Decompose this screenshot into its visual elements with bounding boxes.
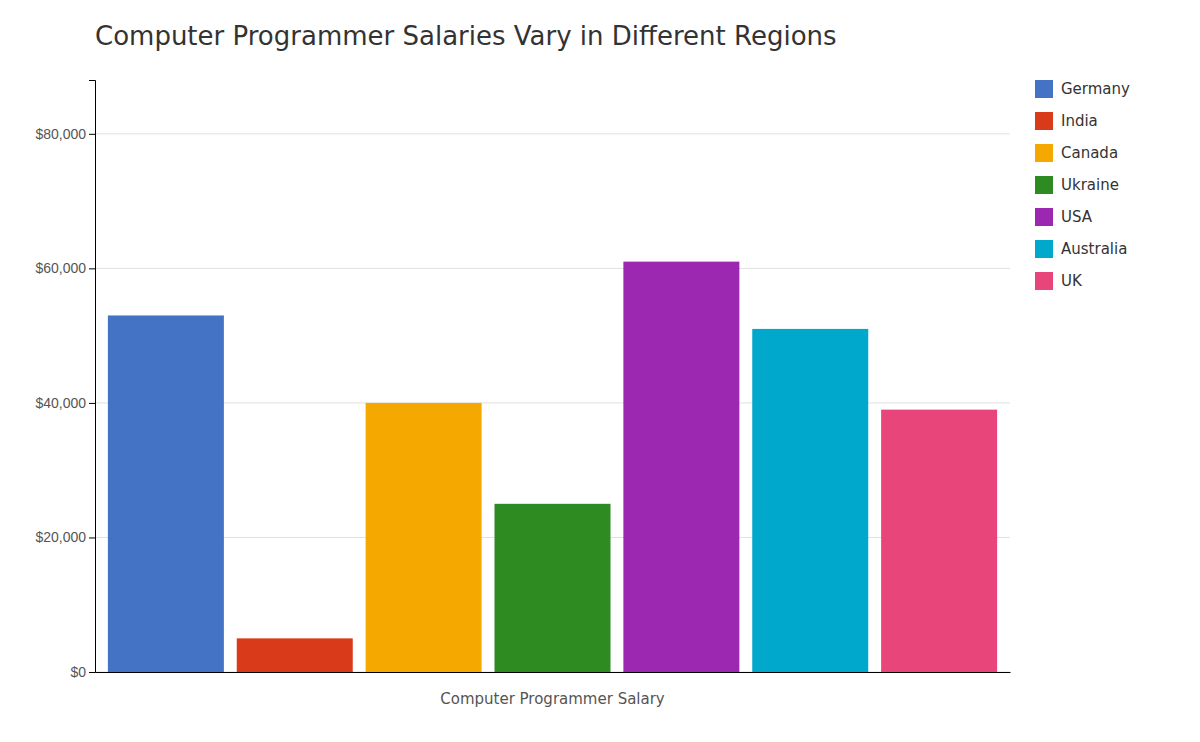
legend-label: Ukraine bbox=[1061, 176, 1119, 194]
bar bbox=[108, 315, 224, 672]
legend-label: Canada bbox=[1061, 144, 1118, 162]
bar bbox=[495, 504, 611, 672]
legend-label: India bbox=[1061, 112, 1098, 130]
legend-item: UK bbox=[1035, 272, 1083, 290]
grid-line bbox=[95, 133, 1010, 134]
bar bbox=[366, 403, 482, 672]
legend-label: Germany bbox=[1061, 80, 1130, 98]
grid-line bbox=[95, 268, 1010, 269]
y-axis-line bbox=[89, 81, 96, 673]
y-tick-label: $40,000 bbox=[35, 395, 86, 411]
legend-label: UK bbox=[1061, 272, 1083, 290]
y-tick: $20,000 bbox=[35, 529, 95, 545]
legend-swatch bbox=[1035, 176, 1053, 194]
bars bbox=[108, 262, 997, 672]
y-tick: $60,000 bbox=[35, 260, 95, 276]
y-tick-mark bbox=[89, 134, 95, 135]
y-tick-label: $80,000 bbox=[35, 126, 86, 142]
plot: $0 $20,000 $40,000 $60,000 $80,000 Computer P… bbox=[35, 81, 1010, 709]
chart: $0 $20,000 $40,000 $60,000 $80,000 Computer P… bbox=[0, 0, 1200, 742]
y-tick: $80,000 bbox=[35, 126, 95, 142]
legend-swatch bbox=[1035, 80, 1053, 98]
legend-item: Germany bbox=[1035, 80, 1130, 98]
y-tick-label: $0 bbox=[70, 664, 86, 680]
y-axis: $0 $20,000 $40,000 $60,000 $80,000 bbox=[35, 81, 95, 680]
y-tick: $0 bbox=[70, 664, 95, 680]
legend-item: Australia bbox=[1035, 240, 1127, 258]
x-tick-label: Computer Programmer Salary bbox=[440, 690, 665, 708]
bar bbox=[237, 638, 353, 672]
y-tick-mark bbox=[89, 403, 95, 404]
legend-swatch bbox=[1035, 272, 1053, 290]
bar bbox=[752, 329, 868, 672]
legend-swatch bbox=[1035, 240, 1053, 258]
y-tick-label: $20,000 bbox=[35, 529, 86, 545]
y-tick-label: $60,000 bbox=[35, 260, 86, 276]
legend-item: India bbox=[1035, 112, 1098, 130]
x-axis-line bbox=[96, 672, 1011, 673]
legend-swatch bbox=[1035, 144, 1053, 162]
legend-label: Australia bbox=[1061, 240, 1127, 258]
y-tick-mark bbox=[89, 672, 95, 673]
x-axis bbox=[96, 672, 1011, 673]
grid bbox=[95, 134, 1010, 672]
bar bbox=[881, 410, 997, 672]
legend-swatch bbox=[1035, 112, 1053, 130]
bar bbox=[623, 262, 739, 672]
title: Computer Programmer Salaries Vary in Dif… bbox=[95, 21, 837, 51]
legend: Germany India Canada Ukraine USA Australia UK bbox=[1035, 80, 1130, 290]
legend-label: USA bbox=[1061, 208, 1093, 226]
legend-swatch bbox=[1035, 208, 1053, 226]
y-tick-mark bbox=[89, 537, 95, 538]
y-tick-mark bbox=[89, 268, 95, 269]
grid-line bbox=[95, 402, 1010, 403]
legend-item: Ukraine bbox=[1035, 176, 1119, 194]
legend-item: Canada bbox=[1035, 144, 1118, 162]
legend-item: USA bbox=[1035, 208, 1093, 226]
y-tick: $40,000 bbox=[35, 395, 95, 411]
